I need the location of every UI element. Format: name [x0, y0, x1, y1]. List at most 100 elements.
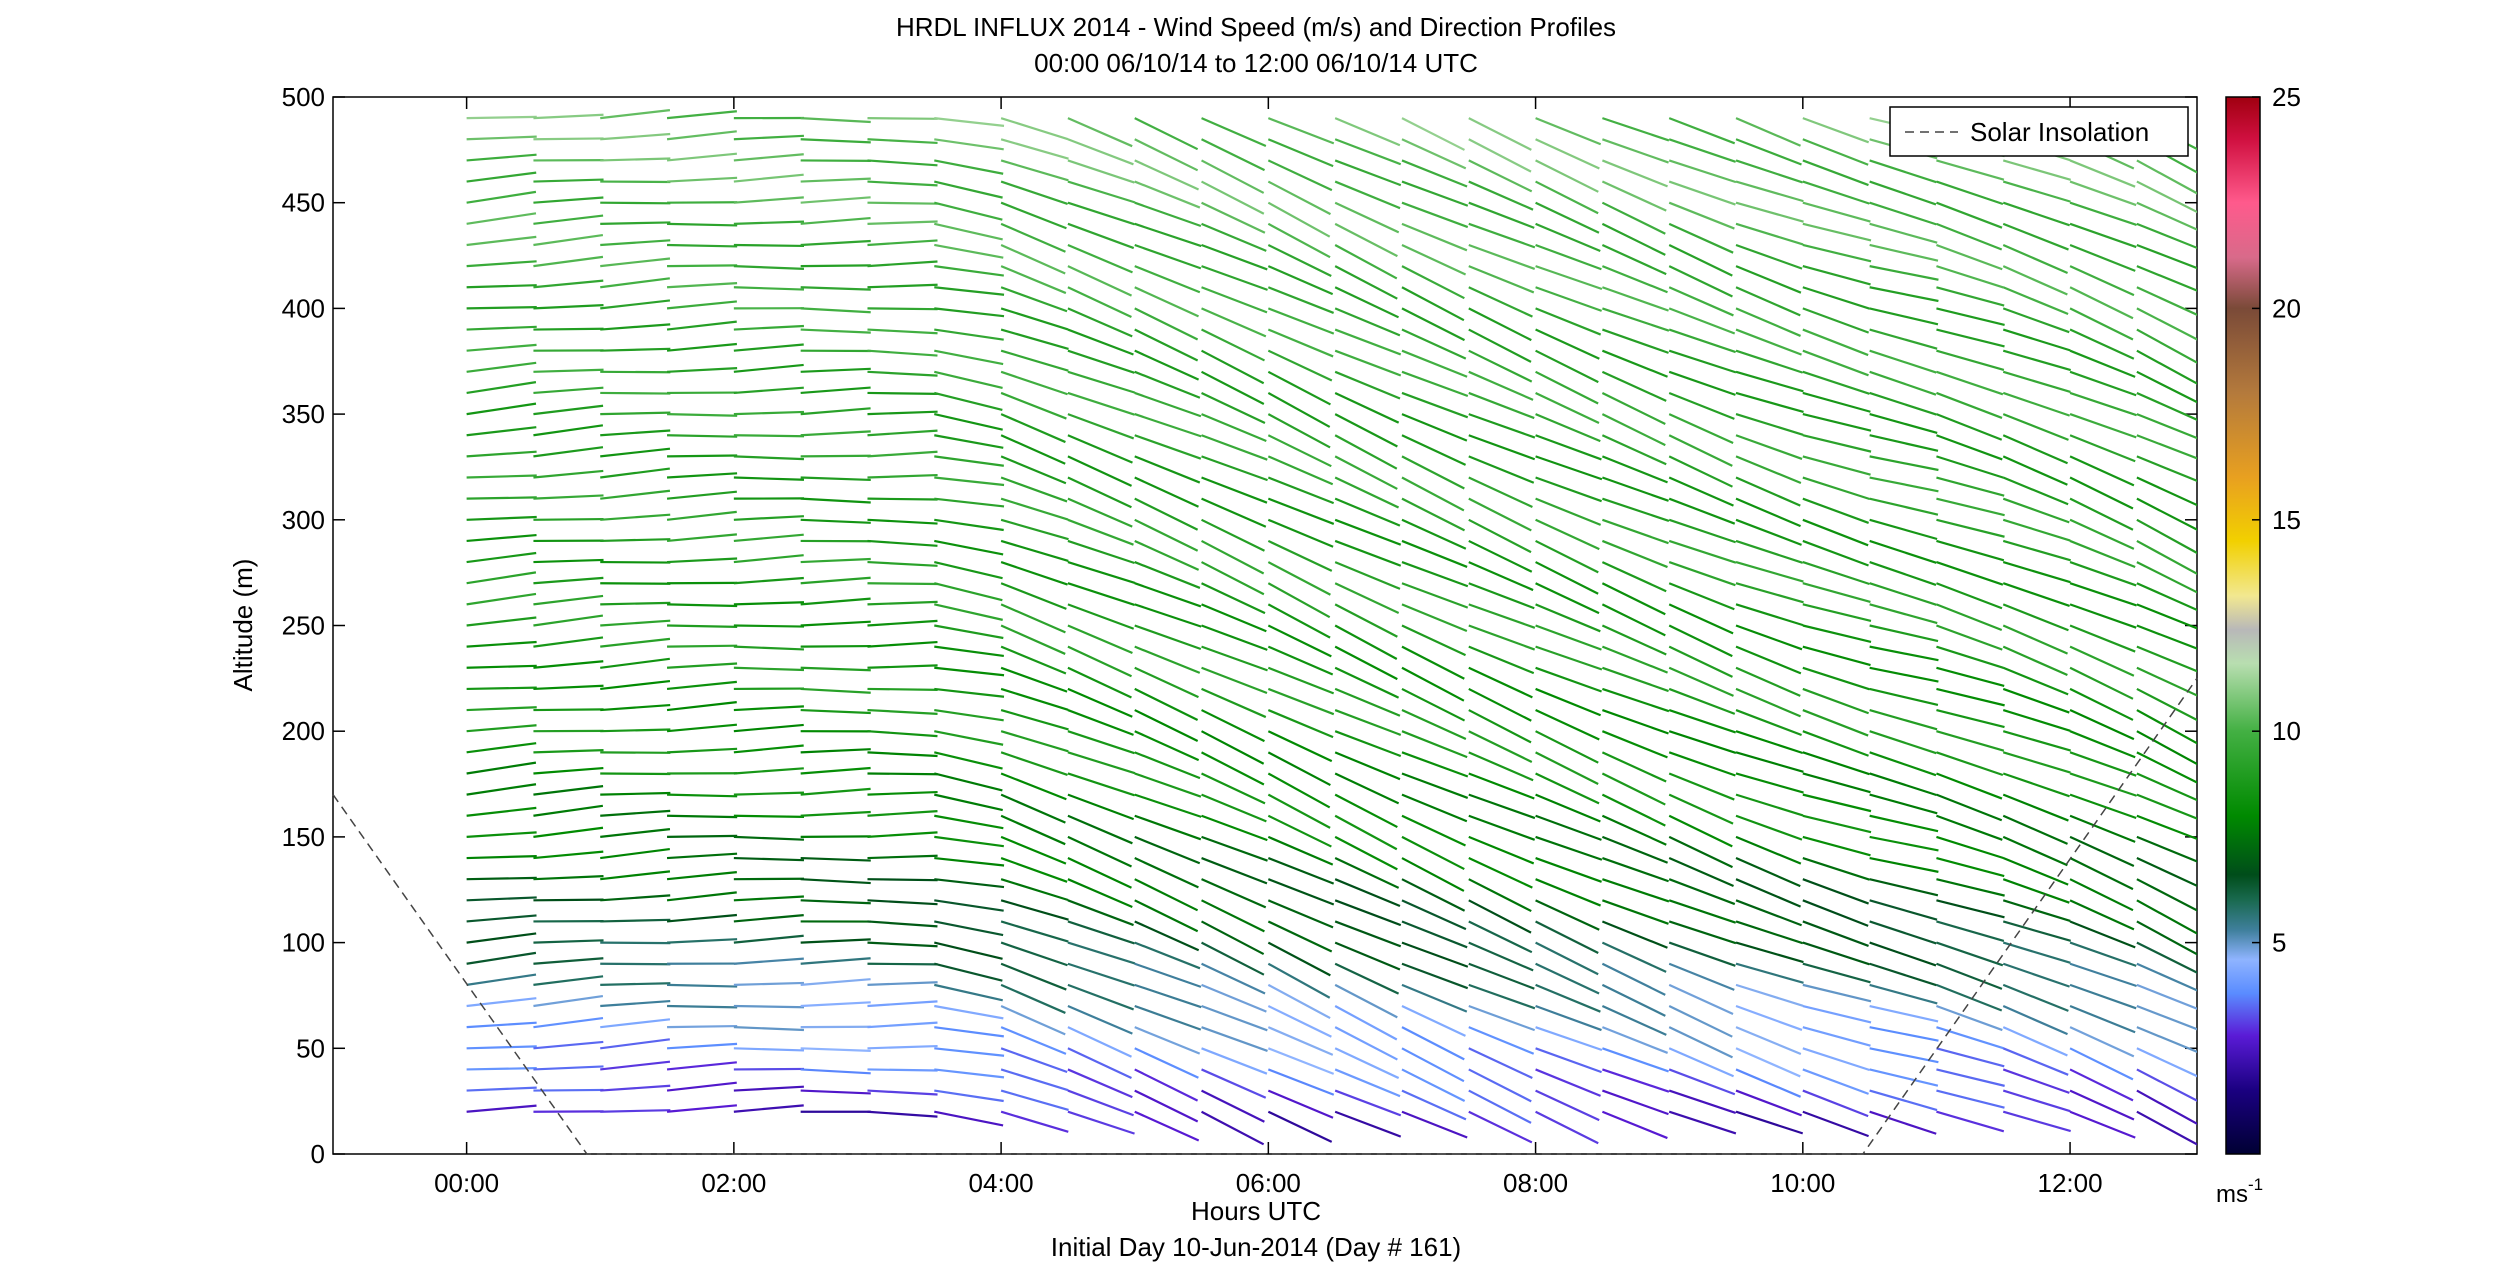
wind-segment — [600, 791, 671, 796]
wind-segment — [934, 920, 1004, 937]
wind-segment — [1334, 349, 1402, 377]
wind-segment — [1000, 539, 1069, 563]
wind-segment — [1468, 180, 1534, 211]
wind-segment — [934, 1026, 1004, 1038]
wind-segment — [1735, 814, 1803, 841]
wind-segment — [1267, 1089, 1334, 1119]
wind-segment — [600, 703, 671, 712]
wind-segment — [2136, 201, 2197, 231]
wind-segment — [1468, 857, 1533, 889]
wind-segment — [2002, 1068, 2070, 1094]
wind-segment — [1869, 709, 1938, 731]
wind-segment — [1802, 835, 1871, 857]
wind-segment — [600, 467, 670, 479]
wind-segment — [1201, 413, 1267, 443]
wind-segment — [1000, 983, 1066, 1014]
wind-segment — [800, 597, 871, 606]
wind-segment — [1535, 835, 1603, 861]
wind-segment — [1936, 856, 2005, 878]
wind-segment — [1869, 941, 1937, 967]
wind-segment — [733, 835, 804, 841]
wind-segment — [1334, 1047, 1400, 1080]
wind-segment — [1936, 265, 2004, 289]
wind-segment — [1668, 603, 1734, 635]
wind-segment — [800, 856, 871, 862]
wind-segment — [1802, 772, 1871, 794]
wind-segment — [1134, 814, 1202, 841]
wind-segment — [1735, 539, 1804, 564]
wind-segment — [466, 533, 537, 543]
wind-segment — [1201, 307, 1267, 338]
wind-segment — [1668, 645, 1733, 678]
wind-segment — [1134, 349, 1200, 381]
wind-segment — [1802, 539, 1869, 567]
wind-segment — [1936, 708, 2005, 729]
wind-segment — [1000, 349, 1069, 372]
wind-segment — [533, 708, 604, 712]
wind-segment — [1267, 603, 1331, 639]
wind-segment — [1802, 920, 1869, 947]
wind-segment — [1134, 1089, 1199, 1123]
wind-segment — [600, 1018, 671, 1029]
wind-segment — [1000, 835, 1067, 865]
wind-segment — [1535, 370, 1599, 405]
wind-segment — [2002, 1047, 2069, 1076]
wind-segment — [1000, 370, 1068, 396]
wind-segment — [1401, 497, 1466, 532]
wind-segment — [466, 115, 537, 120]
wind-segment — [466, 1104, 537, 1113]
wind-segment — [600, 221, 671, 225]
wind-segment — [1802, 117, 1870, 144]
wind-segment — [666, 533, 737, 543]
wind-segment — [1802, 265, 1871, 286]
wind-segment — [1468, 1110, 1533, 1144]
wind-segment — [533, 214, 604, 225]
wind-segment — [1468, 370, 1534, 401]
wind-segment — [800, 138, 871, 144]
wind-segment — [1067, 370, 1136, 394]
wind-segment — [466, 1021, 537, 1029]
wind-segment — [600, 809, 671, 817]
wind-segment — [1802, 455, 1871, 476]
wind-segment — [600, 391, 671, 395]
wind-segment — [867, 730, 938, 738]
wind-segment — [1802, 518, 1869, 547]
wind-segment — [2136, 793, 2197, 820]
wind-segment — [1134, 878, 1199, 912]
wind-segment — [1869, 391, 1937, 416]
wind-segment — [1000, 1026, 1067, 1055]
wind-segment — [1267, 370, 1331, 406]
x-tick-label: 02:00 — [701, 1168, 766, 1198]
wind-segment — [1601, 370, 1667, 402]
wind-segment — [800, 216, 871, 225]
wind-segment — [533, 279, 604, 289]
wind-segment — [1802, 497, 1870, 524]
wind-segment — [2069, 180, 2137, 207]
wind-segment — [1401, 222, 1468, 252]
wind-segment — [1000, 793, 1066, 824]
wind-segment — [1936, 1004, 2003, 1032]
wind-segment — [800, 367, 871, 373]
wind-segment — [2002, 730, 2071, 752]
wind-segment — [1334, 307, 1401, 337]
wind-segment — [1602, 1068, 1670, 1093]
wind-segment — [466, 153, 537, 162]
wind-segment — [1735, 603, 1804, 627]
legend-label: Solar Insolation — [1970, 117, 2149, 147]
wind-segment — [1000, 709, 1069, 731]
wind-segment — [1735, 180, 1804, 203]
wind-segment — [800, 810, 871, 817]
wind-segment — [1267, 243, 1332, 277]
wind-segment — [2136, 243, 2197, 270]
wind-segment — [667, 603, 738, 608]
wind-segment — [2136, 941, 2197, 974]
wind-segment — [1201, 1089, 1265, 1123]
wind-segment — [1401, 539, 1468, 568]
wind-segment — [1134, 603, 1202, 628]
wind-segment — [2069, 687, 2134, 721]
wind-segment — [1535, 793, 1601, 823]
wind-segment — [1201, 835, 1268, 862]
wind-segment — [1468, 814, 1536, 841]
wind-segment — [1000, 561, 1068, 586]
wind-segment — [733, 196, 804, 204]
